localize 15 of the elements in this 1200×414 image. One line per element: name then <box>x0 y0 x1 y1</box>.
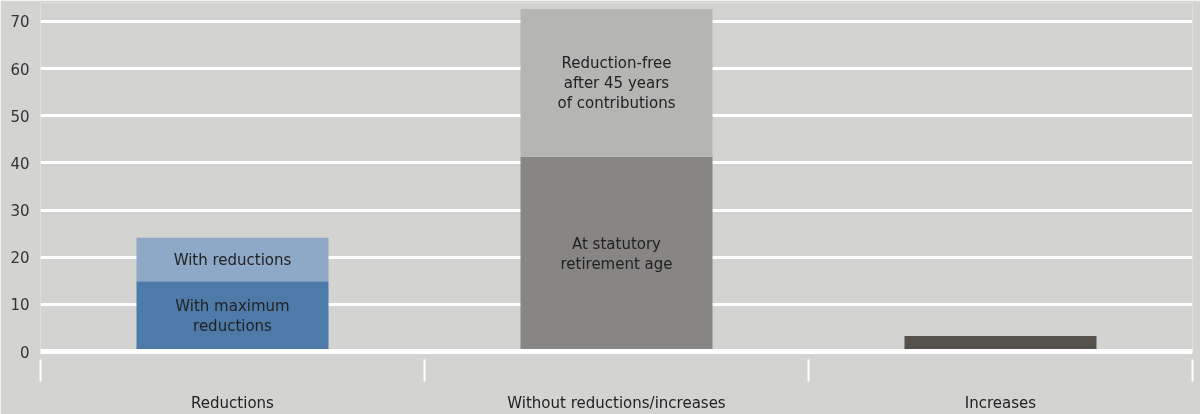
series-label: Reduction-free after 45 years of contributions <box>557 54 676 112</box>
x-tick-label: Without reductions/increases <box>507 393 726 412</box>
y-tick-label: 10 <box>10 296 30 315</box>
y-tick-label: 0 <box>19 343 30 362</box>
series-label: With reductions <box>173 250 292 269</box>
x-tick-label: Reductions <box>191 393 275 412</box>
y-tick-label: 20 <box>10 249 30 268</box>
y-tick-label: 60 <box>10 60 30 79</box>
y-tick-label: 70 <box>10 13 30 32</box>
series-label: At statutory retirement age <box>560 235 673 274</box>
y-tick-label: 40 <box>10 154 30 173</box>
y-tick-label: 30 <box>10 202 30 221</box>
x-tick-label: Increases <box>964 393 1037 412</box>
series-label: With maximum reductions <box>175 297 290 336</box>
y-tick-label: 50 <box>10 107 30 126</box>
